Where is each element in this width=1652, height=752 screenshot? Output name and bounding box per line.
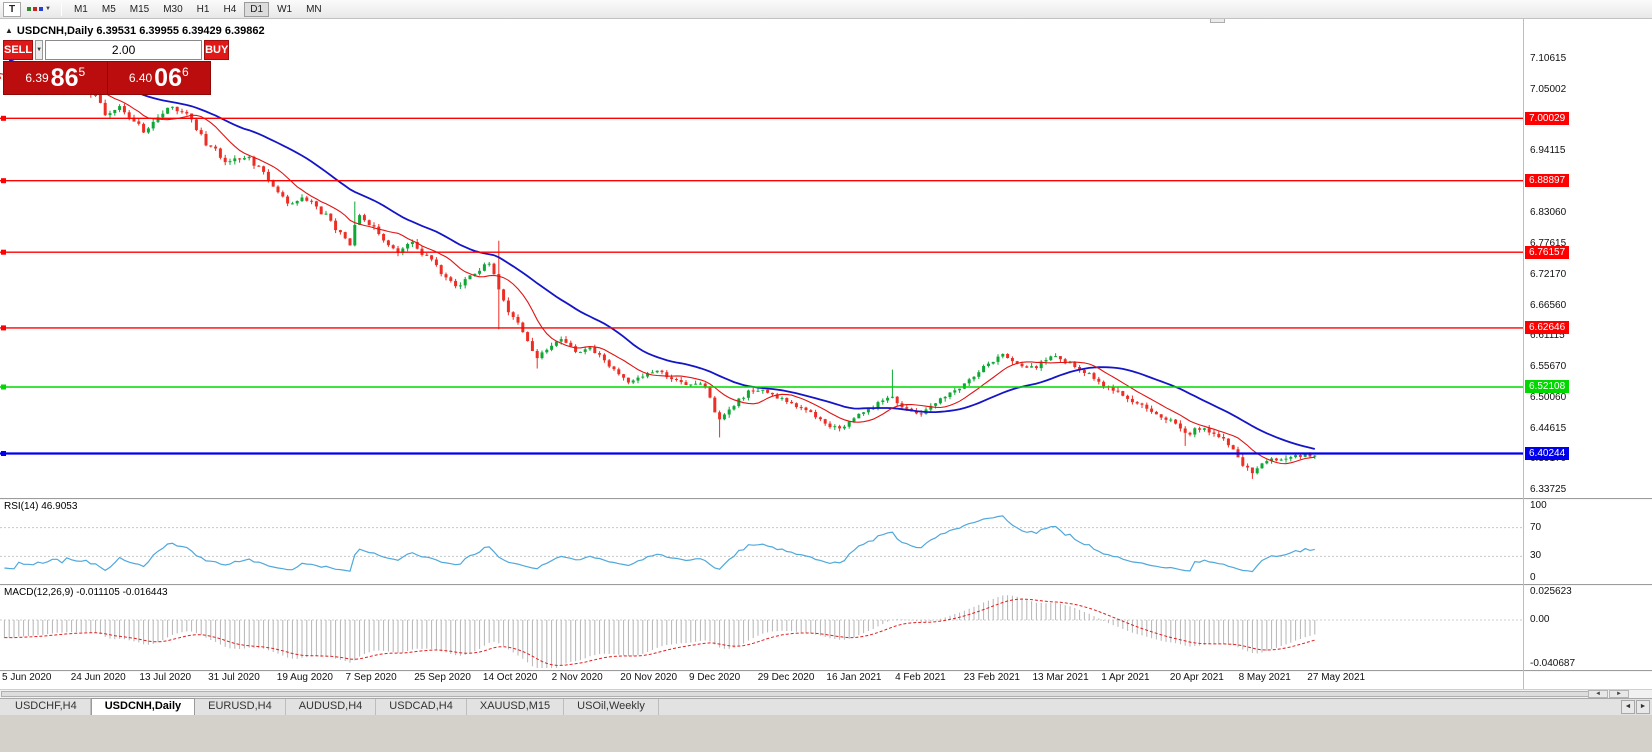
volume-dropdown-button[interactable]: ▼ [35,40,44,60]
timeframe-d1-button[interactable]: D1 [244,1,270,17]
line-anchor-marker[interactable] [1,178,6,184]
rsi-indicator-label: RSI(14) 46.9053 [4,501,78,512]
sell-price-prefix: 6.39 [25,71,49,85]
triangle-up-icon: ▲ [5,26,13,35]
scroll-right-button[interactable]: ► [1609,690,1629,698]
scrollbar-thumb[interactable] [1,691,1597,697]
timeframe-h1-button[interactable]: H1 [191,2,216,17]
sell-price-display[interactable]: 6.39 86 5 [4,62,107,94]
price-divider [106,62,108,94]
tab-scroll-arrows: ◄ ► [1621,700,1650,714]
toolbar-separator [60,2,62,16]
line-anchor-marker[interactable] [1,325,6,331]
ma-fast-line[interactable] [0,73,1315,465]
scroll-left-button[interactable]: ◄ [1588,690,1608,698]
timeframe-m30-button[interactable]: M30 [157,2,188,17]
timeframe-m5-button[interactable]: M5 [96,2,122,17]
chart-style-icon[interactable]: ▼ [23,2,55,17]
buy-price-sup: 6 [181,65,189,79]
buy-price-prefix: 6.40 [128,71,153,85]
timeframe-m15-button[interactable]: M15 [124,2,155,17]
macd-signal-line [4,598,1315,666]
timeframe-toolbar: T ▼ M1 M5 M15 M30 H1 H4 D1 W1 MN [0,0,1652,19]
chart-title: ▲ USDCNH,Daily 6.39531 6.39955 6.39429 6.… [5,25,265,37]
tab-audusd-h4[interactable]: AUDUSD,H4 [285,699,377,715]
bid-ask-display: 6.39 86 5 6.40 06 6 [3,61,211,95]
sell-price-sup: 5 [78,65,86,79]
chart-background [0,19,1652,689]
timeframe-w1-button[interactable]: W1 [271,2,298,17]
trade-controls-row: SELL ▼ BUY [3,40,230,60]
line-anchor-marker[interactable] [1,451,6,456]
timeframe-h4-button[interactable]: H4 [217,2,242,17]
tab-usoil-weekly[interactable]: USOil,Weekly [564,699,659,715]
symbol-period-label: USDCNH,Daily [16,25,94,37]
timeframe-m1-button[interactable]: M1 [68,2,94,17]
rsi-line [4,515,1315,573]
line-anchor-marker[interactable] [1,384,6,390]
templates-button[interactable]: T [3,1,21,17]
buy-price-big: 06 [154,64,182,92]
tab-scroll-right-button[interactable]: ► [1636,700,1650,714]
tab-usdchf-h4[interactable]: USDCHF,H4 [2,699,91,715]
tab-scroll-left-button[interactable]: ◄ [1621,700,1635,714]
horizontal-scrollbar[interactable]: ◄ ► [0,689,1652,698]
chart-tab-bar: USDCHF,H4 USDCNH,Daily EURUSD,H4 AUDUSD,… [0,698,1652,715]
tab-usdcad-h4[interactable]: USDCAD,H4 [376,699,467,715]
tab-xauusd-m15[interactable]: XAUUSD,M15 [466,699,565,715]
macd-histogram [3,595,1316,668]
chevron-down-icon: ▼ [45,6,51,12]
tab-usdcnh-daily[interactable]: USDCNH,Daily [90,698,196,715]
line-anchor-marker[interactable] [1,115,6,121]
timeframe-mn-button[interactable]: MN [300,2,328,17]
style-swatch-blue [39,7,43,11]
chevron-down-icon: ▼ [36,47,43,53]
buy-button[interactable]: BUY [204,40,230,60]
macd-indicator-label: MACD(12,26,9) -0.011105 -0.016443 [4,587,168,598]
sell-button[interactable]: SELL [3,40,34,60]
sell-price-big: 86 [50,64,79,92]
tab-eurusd-h4[interactable]: EURUSD,H4 [195,699,286,715]
style-swatch-red [33,7,37,11]
ohlc-values: 6.39531 6.39955 6.39429 6.39862 [96,25,265,37]
buy-price-display[interactable]: 6.40 06 6 [108,62,211,94]
volume-input[interactable] [45,40,203,60]
line-anchor-marker[interactable] [1,249,6,255]
style-swatch-green [27,7,31,11]
